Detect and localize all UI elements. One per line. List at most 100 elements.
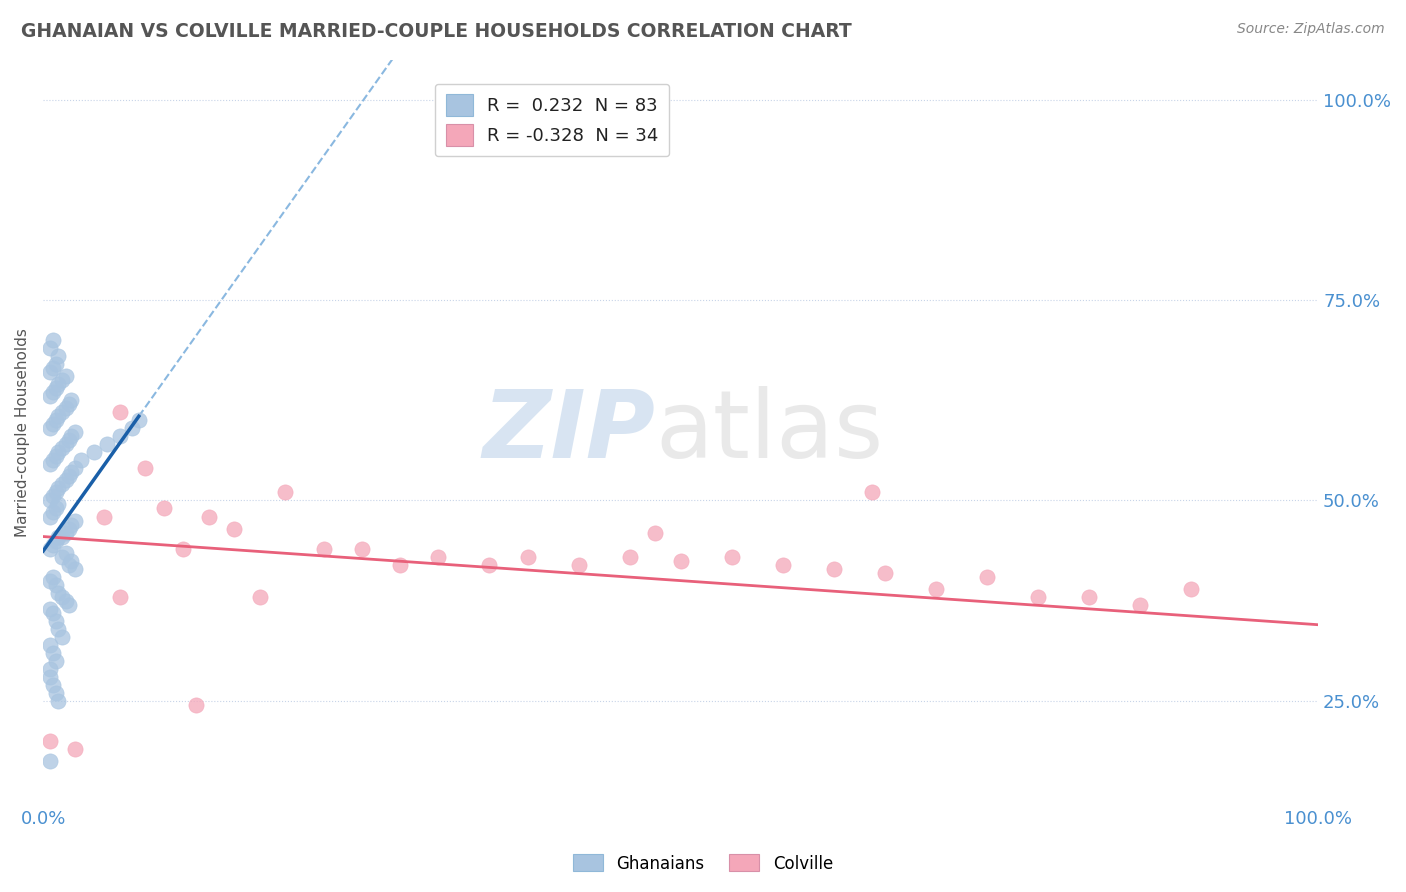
- Point: [45, 450, 67, 464]
- Point: [38, 389, 60, 403]
- Point: [42, 678, 65, 692]
- Point: [172, 541, 194, 556]
- Point: [924, 582, 946, 596]
- Point: [70, 453, 93, 467]
- Point: [48, 349, 70, 363]
- Point: [51, 549, 73, 564]
- Point: [93, 509, 115, 524]
- Point: [38, 574, 60, 588]
- Point: [38, 662, 60, 676]
- Point: [38, 458, 60, 472]
- Text: GHANAIAN VS COLVILLE MARRIED-COUPLE HOUSEHOLDS CORRELATION CHART: GHANAIAN VS COLVILLE MARRIED-COUPLE HOUS…: [21, 22, 852, 41]
- Point: [48, 694, 70, 708]
- Point: [42, 506, 65, 520]
- Point: [48, 498, 70, 512]
- Point: [153, 501, 176, 516]
- Point: [568, 558, 591, 572]
- Point: [58, 469, 80, 483]
- Point: [389, 558, 412, 572]
- Y-axis label: Married-couple Households: Married-couple Households: [15, 328, 30, 537]
- Point: [42, 385, 65, 400]
- Point: [38, 754, 60, 768]
- Point: [224, 522, 246, 536]
- Point: [45, 533, 67, 548]
- Point: [134, 461, 156, 475]
- Point: [58, 397, 80, 411]
- Point: [45, 654, 67, 668]
- Point: [274, 485, 297, 500]
- Point: [249, 590, 271, 604]
- Point: [45, 686, 67, 700]
- Point: [619, 549, 641, 564]
- Point: [186, 698, 208, 712]
- Point: [55, 525, 77, 540]
- Point: [58, 434, 80, 448]
- Point: [51, 530, 73, 544]
- Point: [51, 630, 73, 644]
- Point: [38, 493, 60, 508]
- Point: [873, 566, 896, 580]
- Point: [38, 734, 60, 748]
- Point: [60, 553, 83, 567]
- Point: [48, 445, 70, 459]
- Point: [42, 453, 65, 467]
- Point: [38, 601, 60, 615]
- Point: [55, 369, 77, 384]
- Point: [45, 413, 67, 427]
- Point: [1077, 590, 1099, 604]
- Point: [350, 541, 373, 556]
- Point: [51, 373, 73, 387]
- Point: [48, 530, 70, 544]
- Point: [48, 482, 70, 496]
- Point: [38, 421, 60, 435]
- Point: [48, 622, 70, 636]
- Point: [55, 437, 77, 451]
- Point: [128, 413, 150, 427]
- Point: [42, 569, 65, 583]
- Point: [669, 553, 692, 567]
- Text: atlas: atlas: [655, 386, 883, 478]
- Point: [38, 365, 60, 379]
- Point: [121, 421, 143, 435]
- Point: [38, 509, 60, 524]
- Point: [45, 357, 67, 371]
- Point: [58, 558, 80, 572]
- Point: [478, 558, 501, 572]
- Point: [312, 541, 335, 556]
- Point: [60, 466, 83, 480]
- Point: [108, 429, 131, 443]
- Point: [1129, 598, 1152, 612]
- Point: [516, 549, 538, 564]
- Point: [83, 445, 105, 459]
- Point: [720, 549, 742, 564]
- Point: [51, 442, 73, 456]
- Point: [42, 537, 65, 551]
- Legend: Ghanaians, Colville: Ghanaians, Colville: [567, 847, 839, 880]
- Point: [42, 490, 65, 504]
- Point: [45, 501, 67, 516]
- Point: [60, 517, 83, 532]
- Text: ZIP: ZIP: [482, 386, 655, 478]
- Point: [108, 590, 131, 604]
- Point: [63, 461, 86, 475]
- Point: [63, 742, 86, 756]
- Point: [51, 477, 73, 491]
- Point: [63, 514, 86, 528]
- Point: [198, 509, 221, 524]
- Point: [38, 638, 60, 652]
- Point: [63, 425, 86, 440]
- Point: [55, 545, 77, 559]
- Point: [1180, 582, 1202, 596]
- Point: [96, 437, 118, 451]
- Point: [48, 409, 70, 424]
- Point: [42, 333, 65, 347]
- Point: [51, 590, 73, 604]
- Point: [38, 541, 60, 556]
- Point: [63, 561, 86, 575]
- Text: Source: ZipAtlas.com: Source: ZipAtlas.com: [1237, 22, 1385, 37]
- Point: [51, 405, 73, 419]
- Point: [60, 393, 83, 408]
- Point: [48, 585, 70, 599]
- Point: [427, 549, 450, 564]
- Point: [58, 598, 80, 612]
